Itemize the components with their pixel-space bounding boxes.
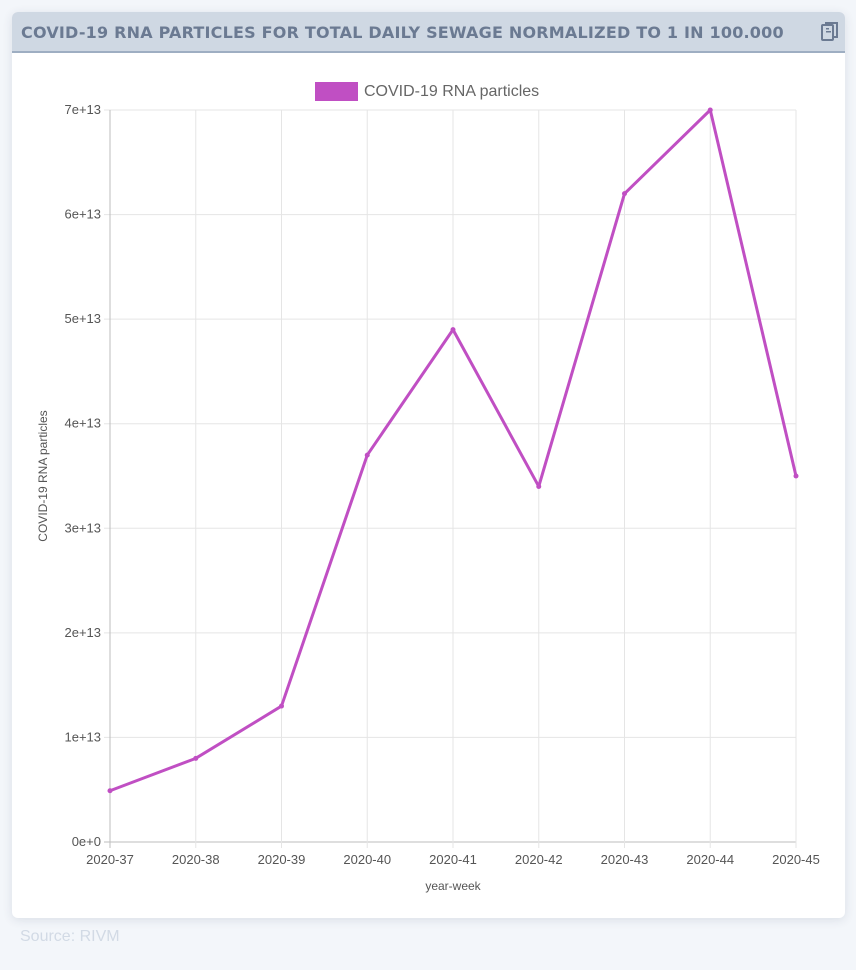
- y-tick-label: 6e+13: [64, 207, 101, 222]
- data-point: [107, 788, 113, 794]
- x-tick-label: 2020-45: [772, 852, 820, 867]
- y-tick-label: 2e+13: [64, 625, 101, 640]
- y-tick-label: 1e+13: [64, 729, 101, 744]
- x-tick-label: 2020-37: [86, 852, 134, 867]
- x-tick-label: 2020-40: [343, 852, 391, 867]
- copy-icon[interactable]: [821, 22, 839, 42]
- y-tick-label: 3e+13: [64, 520, 101, 535]
- x-tick-label: 2020-41: [429, 852, 477, 867]
- x-tick-label: 2020-44: [686, 852, 734, 867]
- data-point: [193, 755, 199, 761]
- y-tick-label: 5e+13: [64, 311, 101, 326]
- x-tick-label: 2020-43: [601, 852, 649, 867]
- y-tick-label: 0e+0: [72, 834, 101, 849]
- data-point: [793, 473, 799, 479]
- legend-swatch: [315, 82, 358, 101]
- y-tick-label: 4e+13: [64, 416, 101, 431]
- data-point: [279, 703, 284, 709]
- legend-label: COVID-19 RNA particles: [364, 83, 539, 100]
- y-tick-label: 7e+13: [64, 102, 101, 117]
- data-point: [707, 107, 713, 113]
- data-point: [364, 452, 370, 458]
- source-note: Source: RIVM: [20, 928, 120, 945]
- chart-card: COVID-19 RNA PARTICLES FOR TOTAL DAILY S…: [12, 12, 845, 918]
- y-axis-title: COVID-19 RNA particles: [36, 410, 50, 541]
- card-header: COVID-19 RNA PARTICLES FOR TOTAL DAILY S…: [12, 12, 845, 53]
- chart-title: COVID-19 RNA PARTICLES FOR TOTAL DAILY S…: [21, 23, 784, 42]
- x-tick-label: 2020-38: [172, 852, 220, 867]
- x-tick-label: 2020-42: [515, 852, 563, 867]
- line-chart: 0e+0 1e+13 2e+13 3e+13 4e+13 5e+13 6e+13 7e+13 2…: [36, 82, 820, 893]
- data-point: [450, 327, 456, 333]
- data-point: [622, 191, 627, 197]
- x-axis-title: year-week: [425, 879, 481, 893]
- data-point: [536, 483, 542, 489]
- x-tick-label: 2020-39: [258, 852, 306, 867]
